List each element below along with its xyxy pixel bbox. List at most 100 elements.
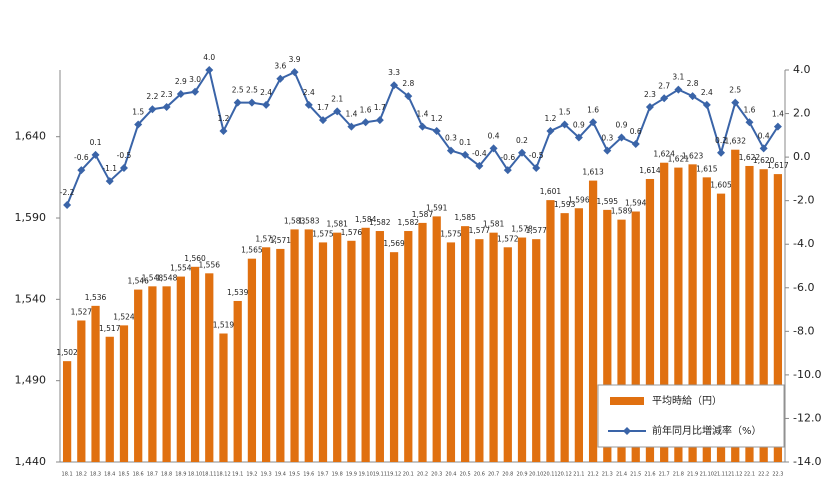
line-value-label: -0.6: [500, 153, 515, 162]
line-marker: [219, 126, 228, 135]
bar: [119, 325, 129, 462]
x-tick-label: 19.3: [261, 472, 272, 478]
bar-value-label: 1,587: [412, 210, 434, 219]
line-value-label: -0.4: [472, 149, 487, 158]
bar: [503, 247, 512, 462]
bar-value-label: 1,621: [668, 155, 690, 164]
x-tick-label: 18.9: [175, 472, 186, 478]
y2-tick-label: -14.0: [793, 455, 821, 468]
y2-tick-label: -4.0: [793, 237, 814, 250]
bar-value-label: 1,546: [127, 277, 149, 286]
y-tick-label: 1,490: [15, 374, 47, 387]
bar: [489, 232, 498, 462]
bar-value-label: 1,624: [653, 150, 675, 159]
line-value-label: 2.5: [729, 86, 741, 95]
line-value-label: 2.8: [687, 79, 699, 88]
bar: [461, 226, 470, 462]
bar-value-label: 1,569: [383, 239, 405, 248]
line-marker: [176, 89, 185, 98]
x-tick-label: 20.3: [431, 472, 442, 478]
bar: [77, 320, 86, 462]
bar-value-label: 1,584: [355, 215, 377, 224]
bar-value-label: 1,539: [227, 288, 249, 297]
y-tick-label: 1,540: [15, 292, 47, 305]
x-tick-label: 19.8: [332, 472, 343, 478]
line-value-label: 1.6: [587, 105, 599, 114]
line-value-label: 0.1: [90, 138, 102, 147]
line-marker: [361, 118, 370, 127]
line-marker: [702, 100, 711, 109]
bar: [432, 216, 441, 462]
line-value-label: 1.2: [544, 114, 556, 123]
line-marker: [333, 107, 342, 116]
bar: [176, 276, 185, 462]
bar: [105, 336, 114, 462]
bar-value-label: 1,524: [113, 312, 135, 321]
line-marker: [759, 144, 768, 153]
bar: [375, 231, 384, 462]
y2-tick-label: 0.0: [793, 150, 811, 163]
line-marker: [489, 144, 498, 153]
bar: [688, 164, 697, 462]
line-marker: [304, 100, 313, 109]
line-value-label: 3.6: [274, 62, 286, 71]
line-marker: [589, 118, 598, 127]
bar-value-label: 1,517: [99, 324, 121, 333]
line-marker: [745, 118, 754, 127]
x-tick-label: 19.9: [346, 472, 357, 478]
line-value-label: 3.0: [189, 75, 201, 84]
bar-value-label: 1,589: [611, 207, 633, 216]
bar: [290, 229, 299, 462]
bar: [532, 239, 541, 462]
y-tick-label: 1,640: [15, 130, 47, 143]
bar-value-label: 1,623: [682, 151, 704, 160]
x-tick-label: 21.5: [630, 472, 641, 478]
line-value-label: -2.2: [60, 188, 75, 197]
line-value-label: -0.6: [74, 153, 89, 162]
bar: [546, 200, 555, 462]
y2-tick-label: -8.0: [793, 324, 814, 337]
y-tick-label: 1,590: [15, 211, 47, 224]
line-marker: [432, 126, 441, 135]
x-tick-label: 18.5: [118, 472, 129, 478]
x-tick-label: 19.6: [303, 472, 314, 478]
bar-value-label: 1,554: [170, 264, 192, 273]
line-marker: [418, 122, 427, 131]
line-value-label: 1.2: [218, 114, 230, 123]
bar-value-label: 1,583: [284, 216, 306, 225]
line-value-label: 1.7: [374, 103, 386, 112]
line-value-label: 2.8: [402, 79, 414, 88]
line-marker: [532, 164, 541, 172]
x-tick-label: 19.10: [358, 472, 372, 478]
bar: [588, 180, 598, 462]
line-marker: [660, 94, 669, 103]
bar: [446, 242, 456, 462]
line-marker: [404, 92, 413, 101]
line-marker: [518, 148, 527, 157]
bar-value-label: 1,571: [270, 236, 292, 245]
line-value-label: 0.2: [516, 136, 528, 145]
line-value-label: 2.2: [146, 92, 158, 101]
x-tick-label: 21.3: [602, 472, 613, 478]
x-tick-label: 22.1: [744, 472, 755, 478]
bar: [773, 174, 783, 462]
line-value-label: 2.7: [658, 81, 670, 90]
line-value-label: 0.3: [601, 134, 613, 143]
legend-marker: [623, 427, 631, 435]
line-marker: [546, 126, 555, 135]
line-value-label: 1.7: [317, 103, 329, 112]
line-value-label: 1.2: [431, 114, 443, 123]
x-tick-label: 20.2: [417, 472, 428, 478]
bar: [304, 229, 313, 462]
x-tick-label: 22.3: [772, 472, 783, 478]
bar-value-label: 1,583: [298, 216, 320, 225]
line-marker: [503, 166, 512, 175]
bar: [247, 258, 257, 462]
y2-tick-label: -2.0: [793, 194, 814, 207]
line-marker: [717, 148, 726, 157]
x-tick-label: 20.1: [403, 472, 414, 478]
x-tick-label: 19.4: [275, 472, 286, 478]
x-tick-label: 21.7: [659, 472, 670, 478]
legend-label: 前年同月比増減率（%）: [652, 424, 762, 437]
bar-value-label: 1,519: [213, 321, 235, 330]
